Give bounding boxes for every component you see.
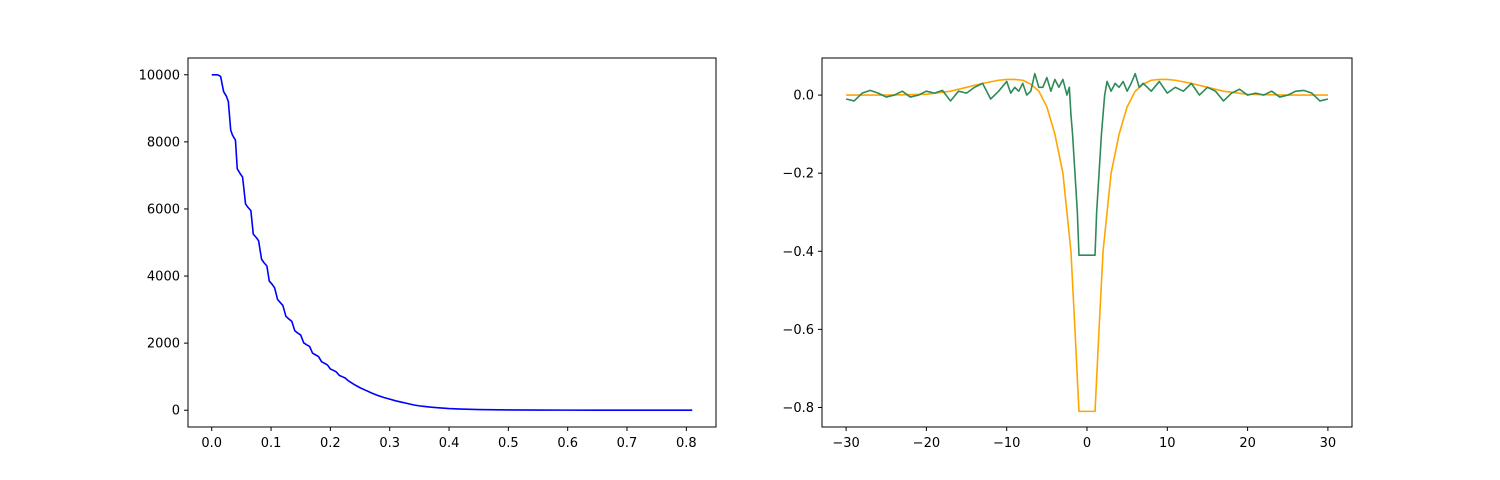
chart-1-x-tick-label: 0.8 bbox=[676, 436, 697, 451]
chart-2-x-tick-label: 30 bbox=[1320, 436, 1337, 451]
chart-2-x-tick-label: 0 bbox=[1083, 436, 1091, 451]
chart-1-y-tick-label: 6000 bbox=[147, 202, 180, 217]
chart-2-y-tick-label: 0.0 bbox=[793, 89, 814, 104]
chart-1-y-tick-label: 4000 bbox=[147, 270, 180, 285]
chart-2-x-tick-label: −30 bbox=[832, 436, 859, 451]
chart-2-series-1-line bbox=[846, 78, 1328, 413]
chart-1-y-tick-label: 8000 bbox=[147, 135, 180, 150]
chart-1-series-1-line bbox=[211, 73, 693, 412]
chart-1-x-tick-label: 0.1 bbox=[261, 436, 282, 451]
chart-2-y-tick-label: −0.6 bbox=[782, 323, 814, 338]
chart-2-y-tick-label: −0.8 bbox=[782, 401, 814, 416]
chart-1-x-tick-label: 0.4 bbox=[439, 436, 460, 451]
chart-2-x-tick-label: 10 bbox=[1159, 436, 1176, 451]
chart-panel-2: −30 −20 −10 0 10 20 30 0.0 −0.2 −0.4 −0.6 −0.8 bbox=[782, 57, 1353, 451]
chart-2-series-2-line bbox=[845, 72, 1329, 256]
chart-2-x-tick-label: 20 bbox=[1239, 436, 1256, 451]
chart-1-y-tick-label: 0 bbox=[172, 404, 180, 419]
chart-2-y-tick-label: −0.4 bbox=[782, 245, 814, 260]
chart-2-y-tick-label: −0.2 bbox=[782, 167, 814, 182]
chart-1-x-tick-label: 0.3 bbox=[379, 436, 400, 451]
chart-1-axes-frame bbox=[187, 57, 717, 428]
chart-2-x-tick-label: −10 bbox=[993, 436, 1020, 451]
chart-panel-1: 0.0 0.1 0.2 0.3 0.4 0.5 0.6 0.7 0.8 0 2000 4000 6000… bbox=[139, 57, 717, 451]
chart-1-y-tick-label: 2000 bbox=[147, 337, 180, 352]
chart-1-x-tick-label: 0.6 bbox=[557, 436, 578, 451]
chart-1-x-tick-label: 0.0 bbox=[201, 436, 222, 451]
chart-1-x-tick-label: 0.7 bbox=[617, 436, 638, 451]
chart-2-x-tick-label: −20 bbox=[913, 436, 940, 451]
chart-2-axes-frame bbox=[821, 57, 1353, 428]
chart-1-x-tick-label: 0.5 bbox=[498, 436, 519, 451]
chart-1-x-tick-label: 0.2 bbox=[320, 436, 341, 451]
chart-1-y-tick-label: 10000 bbox=[139, 68, 180, 83]
